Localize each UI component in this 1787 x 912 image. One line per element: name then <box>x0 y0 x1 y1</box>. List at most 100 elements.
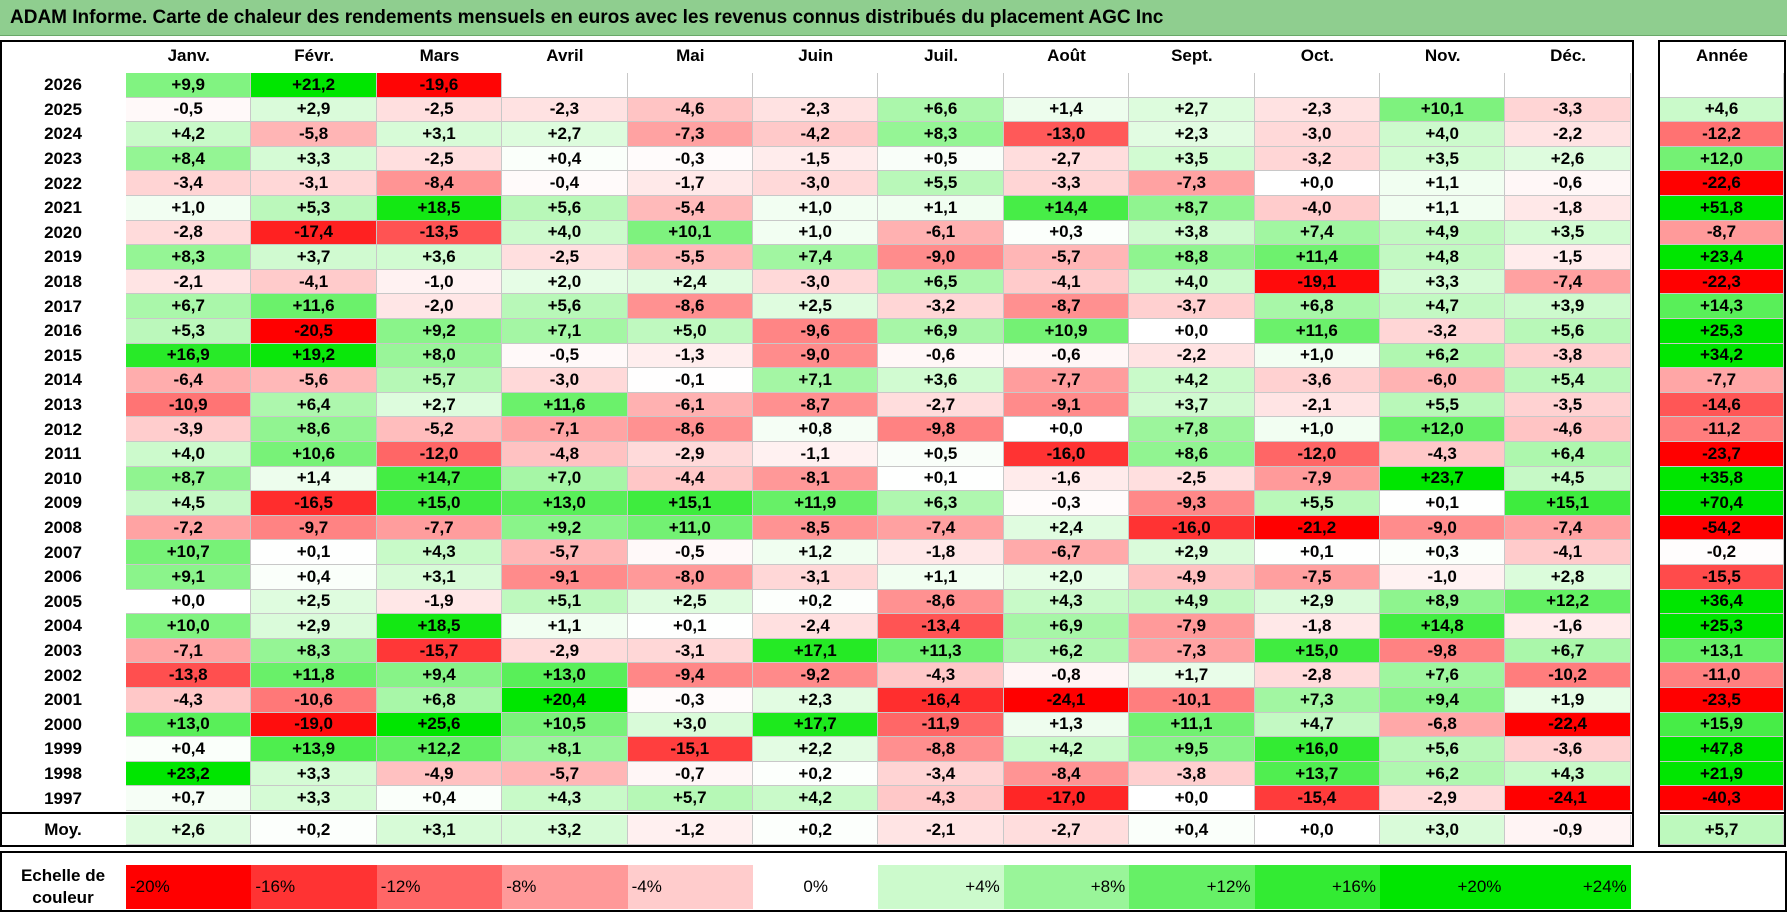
heatmap-cell: -3,4 <box>878 761 1004 787</box>
heatmap-cell: +2,4 <box>1003 515 1130 541</box>
heatmap-cell <box>627 73 753 98</box>
heatmap-cell: -7,1 <box>126 638 252 664</box>
heatmap-cell: +10,9 <box>1003 319 1130 344</box>
heatmap-cell: +2,9 <box>251 614 377 639</box>
heatmap-cell: +4,5 <box>126 491 252 516</box>
heatmap-cell: -6,7 <box>1003 540 1130 565</box>
annual-cell <box>1660 73 1784 98</box>
heatmap-cell: +3,5 <box>1129 146 1255 172</box>
heatmap-cell: +2,8 <box>1505 565 1631 590</box>
heatmap-cell: -6,4 <box>126 368 252 393</box>
heatmap-cell: +6,9 <box>1003 614 1130 639</box>
heatmap-cell: -13,5 <box>376 220 503 246</box>
heatmap-cell: +4,3 <box>502 786 628 811</box>
heatmap-cell: -21,2 <box>1254 515 1380 541</box>
heatmap-cell: +4,0 <box>502 220 628 246</box>
annual-cell: +25,3 <box>1660 319 1784 344</box>
heatmap-cell: -4,0 <box>1254 196 1380 221</box>
heatmap-cell: +15,1 <box>627 491 753 516</box>
heatmap-cell: +3,1 <box>376 122 503 147</box>
average-separator <box>0 812 1634 814</box>
heatmap-cell: -5,8 <box>251 122 377 147</box>
heatmap-cell: +2,6 <box>1505 146 1631 172</box>
annual-cell: +25,3 <box>1660 614 1784 639</box>
heatmap-cell: +9,1 <box>126 565 252 590</box>
heatmap-cell: +10,6 <box>251 442 377 467</box>
heatmap-cell: +13,0 <box>502 491 628 516</box>
year-label: 2018 <box>44 272 82 292</box>
heatmap-cell: +2,2 <box>753 737 879 762</box>
heatmap-cell: +3,9 <box>1505 294 1631 319</box>
average-separator-annual <box>1658 812 1786 814</box>
heatmap-cell: -17,4 <box>251 220 377 246</box>
heatmap-cell: +5,0 <box>627 319 753 344</box>
heatmap-cell: +1,4 <box>251 466 377 492</box>
heatmap-cell: -2,1 <box>126 269 252 295</box>
heatmap-cell <box>1380 73 1506 98</box>
annual-cell: -7,7 <box>1660 368 1784 393</box>
heatmap-cell: +14,4 <box>1003 196 1130 221</box>
heatmap-cell: -0,5 <box>627 540 753 565</box>
heatmap-cell: -7,9 <box>1254 466 1380 492</box>
heatmap-cell: +6,4 <box>1505 442 1631 467</box>
heatmap-cell: -4,8 <box>502 442 628 467</box>
heatmap-cell: +11,0 <box>627 515 753 541</box>
heatmap-cell: -6,8 <box>1380 712 1506 738</box>
color-scale-step: +8% <box>1003 865 1130 909</box>
heatmap-cell: +6,3 <box>878 491 1004 516</box>
heatmap-cell: +6,2 <box>1380 343 1506 369</box>
heatmap-cell: -1,9 <box>376 589 503 615</box>
heatmap-cell: -2,2 <box>1129 343 1255 369</box>
heatmap-cell: -3,0 <box>753 171 879 196</box>
heatmap-cell: -8,4 <box>376 171 503 196</box>
heatmap-cell: +7,8 <box>1129 417 1255 442</box>
heatmap-cell: -22,4 <box>1505 712 1631 738</box>
heatmap-cell: -2,8 <box>126 220 252 246</box>
heatmap-cell: -2,9 <box>1380 786 1506 811</box>
average-cell: -1,2 <box>627 815 753 845</box>
heatmap-cell: -2,7 <box>878 392 1004 418</box>
heatmap-cell: -3,2 <box>1380 319 1506 344</box>
heatmap-cell: +8,7 <box>1129 196 1255 221</box>
heatmap-cell: +9,2 <box>502 515 628 541</box>
heatmap-cell: +2,0 <box>502 269 628 295</box>
heatmap-cell: -9,8 <box>878 417 1004 442</box>
heatmap-cell: +18,5 <box>376 196 503 221</box>
heatmap-cell: -5,2 <box>376 417 503 442</box>
heatmap-cell: +2,9 <box>1254 589 1380 615</box>
heatmap-cell: +3,5 <box>1505 220 1631 246</box>
heatmap-cell: +6,9 <box>878 319 1004 344</box>
heatmap-cell: +8,6 <box>251 417 377 442</box>
heatmap-cell: +17,1 <box>753 638 879 664</box>
heatmap-cell: -17,0 <box>1003 786 1130 811</box>
annual-cell: -11,0 <box>1660 663 1784 688</box>
heatmap-cell: -0,1 <box>627 368 753 393</box>
heatmap-cell: -3,5 <box>1505 392 1631 418</box>
heatmap-cell: -8,4 <box>1003 761 1130 787</box>
annual-cell: -14,6 <box>1660 392 1784 418</box>
heatmap-cell: -24,1 <box>1003 688 1130 713</box>
heatmap-cell: -7,2 <box>126 515 252 541</box>
heatmap-cell: -4,9 <box>1129 565 1255 590</box>
average-cell: -0,9 <box>1505 815 1631 845</box>
heatmap-cell: -2,3 <box>753 97 879 123</box>
heatmap-cell: +1,1 <box>878 196 1004 221</box>
average-cell: +0,4 <box>1129 815 1255 845</box>
heatmap-cell: +12,0 <box>1380 417 1506 442</box>
heatmap-cell <box>753 73 879 98</box>
heatmap-cell: -9,0 <box>753 343 879 369</box>
heatmap-cell: -3,1 <box>251 171 377 196</box>
heatmap-cell: -3,0 <box>1254 122 1380 147</box>
heatmap-cell: -2,1 <box>1254 392 1380 418</box>
month-header: Sept. <box>1171 46 1213 65</box>
average-cell: +2,6 <box>126 815 252 845</box>
heatmap-cell: -9,6 <box>753 319 879 344</box>
heatmap-cell <box>1254 73 1380 98</box>
heatmap-cell <box>878 73 1004 98</box>
heatmap-cell: -20,5 <box>251 319 377 344</box>
annual-cell: +21,9 <box>1660 761 1784 787</box>
heatmap-cell: -7,9 <box>1129 614 1255 639</box>
heatmap-cell: -7,3 <box>1129 638 1255 664</box>
heatmap-cell: +9,4 <box>376 663 503 688</box>
heatmap-cell: -1,5 <box>1505 245 1631 270</box>
